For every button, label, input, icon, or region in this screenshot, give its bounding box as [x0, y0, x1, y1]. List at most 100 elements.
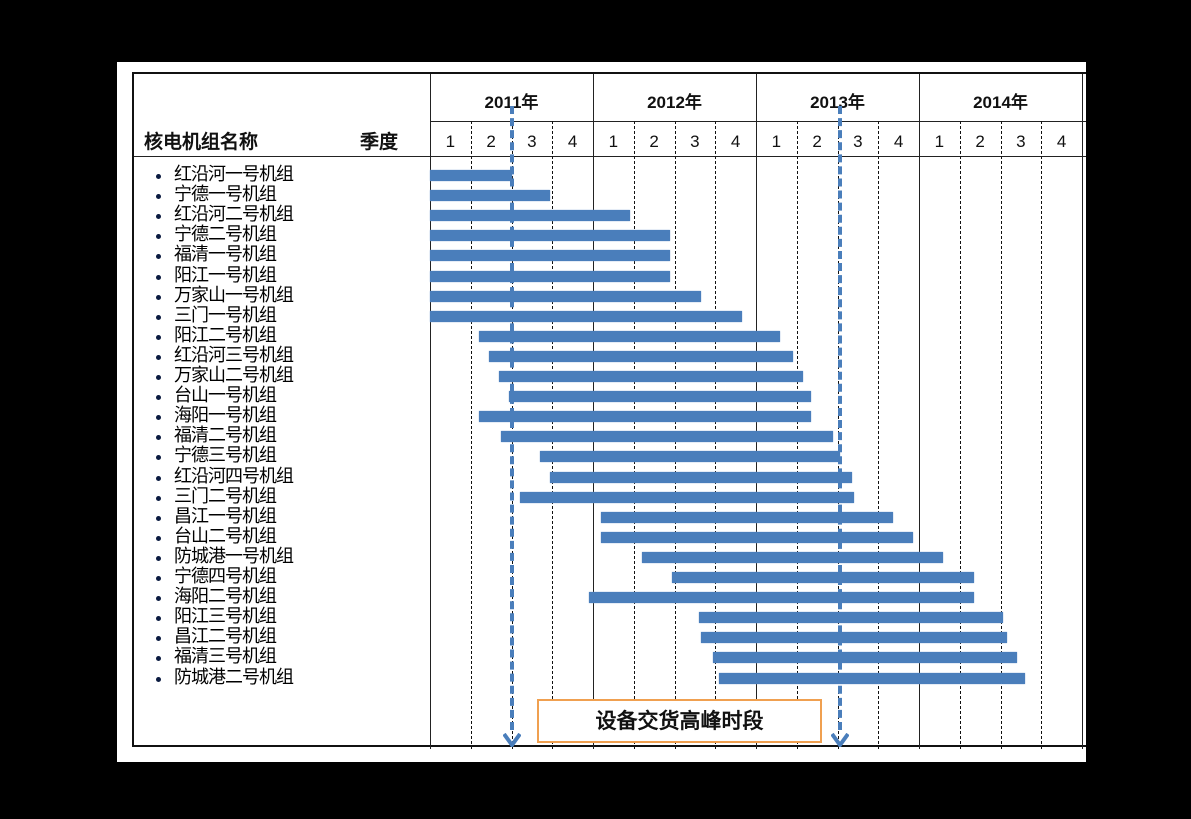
unit-name: 福清一号机组 [174, 244, 277, 266]
quarter-gridline [959, 121, 961, 749]
gantt-bar [540, 451, 840, 463]
gantt-bar [601, 531, 913, 543]
peak-period-callout: 设备交货高峰时段 [537, 699, 822, 743]
bullet-icon [156, 455, 161, 461]
gantt-bar [519, 491, 854, 503]
peak-end-line [837, 106, 842, 730]
unit-name: 宁德二号机组 [174, 224, 277, 246]
bullet-icon [156, 636, 161, 642]
gantt-bar [700, 632, 1007, 644]
gantt-bar [719, 672, 1025, 684]
quarter-label: 4 [567, 132, 578, 151]
quarter-label: 3 [527, 132, 537, 151]
quarter-label: 3 [1016, 132, 1026, 151]
name-column-header: 核电机组名称 [144, 131, 259, 153]
gantt-bar [478, 411, 811, 423]
quarter-label: 3 [690, 132, 700, 151]
quarter-label: 1 [934, 132, 945, 151]
bullet-icon [156, 596, 161, 602]
quarter-label: 4 [730, 132, 741, 151]
bullet-icon [156, 375, 161, 380]
gantt-bar [501, 431, 834, 443]
down-arrow-icon [829, 732, 850, 749]
gantt-bar [713, 652, 1017, 664]
unit-name: 阳江三号机组 [174, 606, 277, 628]
unit-name: 宁德三号机组 [174, 445, 277, 467]
bullet-icon [156, 515, 161, 521]
quarter-label: 2 [649, 132, 659, 151]
bullet-icon [156, 535, 161, 541]
unit-name: 万家山一号机组 [174, 284, 294, 306]
bullet-icon [156, 354, 161, 360]
year-gridline [1082, 74, 1083, 749]
unit-name: 海阳一号机组 [174, 405, 277, 427]
unit-name: 宁德一号机组 [174, 184, 277, 206]
unit-name: 防城港一号机组 [174, 545, 294, 567]
gantt-bar [430, 310, 742, 322]
peak-start-line [509, 106, 514, 730]
quarter-label: 1 [771, 132, 782, 151]
bullet-icon [156, 254, 161, 260]
bullet-icon [156, 174, 161, 179]
unit-name: 红沿河四号机组 [174, 465, 294, 487]
bullet-icon [156, 334, 161, 340]
quarter-gridline [878, 121, 880, 749]
bullet-icon [156, 194, 161, 200]
quarter-label: 2 [975, 132, 985, 151]
chart-panel: 2011年 2012年 2013年 2014年 1 2 3 4 1 2 3 4 1 2 3 4 1 2 3 4 核电机组… [117, 62, 1086, 762]
bullet-icon [156, 555, 161, 561]
header-divider [134, 156, 1086, 157]
gantt-bar [430, 190, 551, 202]
quarter-label: 1 [608, 132, 619, 151]
unit-name: 三门一号机组 [174, 304, 277, 326]
quarter-label: 1 [445, 132, 456, 151]
gantt-bar [601, 511, 893, 523]
year-label: 2013年 [810, 93, 865, 112]
unit-name: 万家山二号机组 [174, 365, 294, 386]
bullet-icon [156, 616, 161, 622]
year-row-divider [430, 121, 1086, 122]
unit-name: 防城港二号机组 [174, 666, 294, 688]
unit-name: 台山一号机组 [174, 385, 277, 407]
unit-name: 红沿河三号机组 [174, 344, 294, 366]
unit-name: 台山二号机组 [174, 525, 277, 547]
unit-name: 三门二号机组 [174, 485, 277, 507]
quarter-label: 4 [1056, 132, 1067, 151]
bullet-icon [156, 214, 161, 220]
quarter-label: 2 [812, 132, 822, 151]
year-gridline [430, 74, 431, 749]
gantt-bar [430, 230, 671, 242]
gantt-bar [672, 572, 974, 583]
gantt-bar [499, 371, 803, 382]
bullet-icon [156, 495, 161, 501]
unit-name: 福清三号机组 [174, 646, 277, 668]
down-arrow-icon [501, 732, 522, 749]
gantt-bar [489, 350, 793, 362]
year-label: 2014年 [973, 93, 1028, 112]
bullet-icon [156, 415, 161, 421]
gantt-bar [430, 170, 512, 181]
gantt-bar [588, 592, 974, 604]
unit-name: 昌江二号机组 [174, 626, 277, 648]
year-label: 2011年 [484, 93, 539, 112]
quarter-label: 3 [853, 132, 863, 151]
quarter-label: 4 [893, 132, 904, 151]
gantt-bar [430, 290, 701, 302]
bullet-icon [156, 435, 161, 441]
quarter-gridline [1041, 121, 1043, 749]
bullet-icon [156, 314, 161, 320]
unit-name: 红沿河二号机组 [174, 204, 294, 226]
year-label: 2012年 [647, 93, 702, 112]
bullet-icon [156, 576, 161, 581]
gantt-table: 2011年 2012年 2013年 2014年 1 2 3 4 1 2 3 4 1 2 3 4 1 2 3 4 核电机组… [132, 72, 1086, 749]
gantt-bar [550, 471, 852, 483]
bullet-icon [156, 234, 161, 240]
year-gridline [919, 74, 920, 749]
bullet-icon [156, 395, 161, 401]
quarter-gridline [470, 121, 472, 749]
unit-name: 福清二号机组 [174, 425, 277, 447]
bullet-icon [156, 294, 161, 300]
bullet-icon [156, 475, 161, 481]
unit-name: 海阳二号机组 [174, 586, 277, 608]
gantt-bar [509, 391, 811, 403]
